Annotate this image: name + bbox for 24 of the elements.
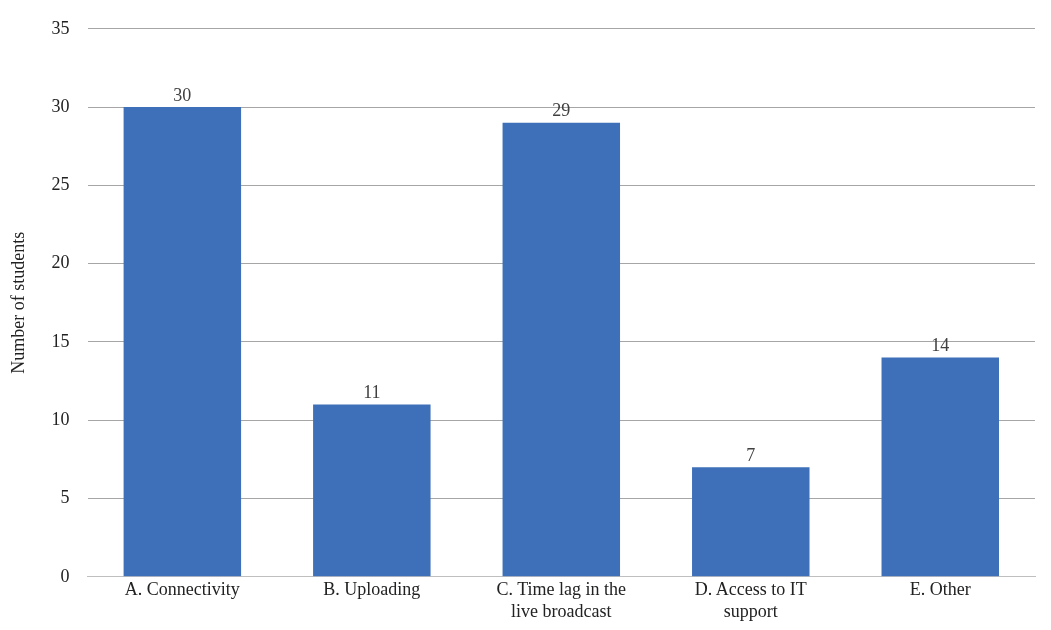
y-tick-label: 30 (51, 95, 70, 116)
bar (313, 404, 431, 577)
x-tick-label: E. Other (909, 579, 971, 600)
x-tick-label: A. Connectivity (124, 579, 240, 600)
x-tick-label: B. Uploading (323, 579, 421, 600)
y-axis-title: Number of students (7, 231, 28, 374)
data-label: 14 (931, 335, 950, 356)
data-label: 11 (363, 382, 381, 403)
y-tick-label: 35 (51, 17, 70, 38)
x-tick-label: D. Access to IT support (694, 579, 807, 621)
bar (881, 357, 999, 577)
y-tick-label: 5 (60, 487, 70, 508)
bar (502, 122, 621, 577)
y-tick-label: 15 (51, 330, 70, 351)
x-tick-label: C. Time lag in the live broadcast (496, 579, 627, 621)
bar (692, 467, 810, 577)
data-label: 29 (552, 100, 571, 121)
y-tick-label: 25 (51, 174, 70, 195)
y-tick-label: 10 (51, 408, 70, 429)
data-label: 7 (746, 444, 756, 465)
y-tick-label: 20 (51, 252, 70, 273)
data-label: 30 (173, 84, 192, 105)
bar (123, 107, 242, 577)
y-tick-label: 0 (60, 565, 70, 586)
